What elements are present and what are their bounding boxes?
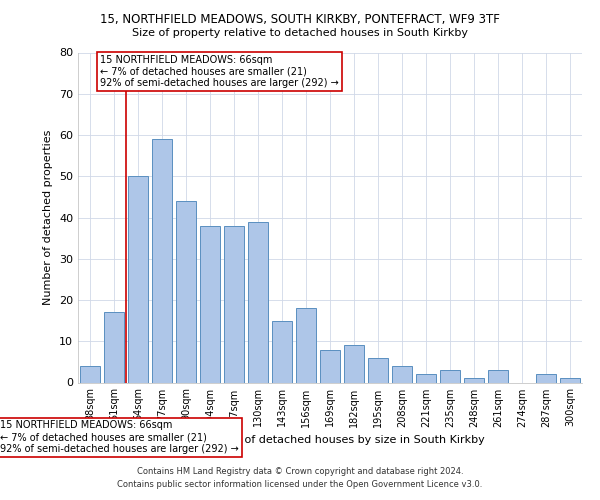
Text: 15 NORTHFIELD MEADOWS: 66sqm
← 7% of detached houses are smaller (21)
92% of sem: 15 NORTHFIELD MEADOWS: 66sqm ← 7% of det… (100, 54, 339, 88)
Bar (80, 366, 100, 382)
Bar (344, 346, 364, 383)
Text: Contains public sector information licensed under the Open Government Licence v3: Contains public sector information licen… (118, 480, 482, 489)
Bar (488, 370, 508, 382)
Bar (272, 320, 292, 382)
Text: Contains HM Land Registry data © Crown copyright and database right 2024.: Contains HM Land Registry data © Crown c… (137, 467, 463, 476)
Bar (440, 370, 460, 382)
Text: 15 NORTHFIELD MEADOWS: 66sqm
← 7% of detached houses are smaller (21)
92% of sem: 15 NORTHFIELD MEADOWS: 66sqm ← 7% of det… (1, 420, 239, 454)
Bar (560, 378, 580, 382)
Text: Size of property relative to detached houses in South Kirkby: Size of property relative to detached ho… (132, 28, 468, 38)
Bar (200, 226, 220, 382)
Bar (392, 366, 412, 382)
Bar (368, 358, 388, 382)
Bar (224, 226, 244, 382)
Bar (152, 139, 172, 382)
Text: 15, NORTHFIELD MEADOWS, SOUTH KIRKBY, PONTEFRACT, WF9 3TF: 15, NORTHFIELD MEADOWS, SOUTH KIRKBY, PO… (100, 12, 500, 26)
Bar (320, 350, 340, 382)
X-axis label: Distribution of detached houses by size in South Kirkby: Distribution of detached houses by size … (176, 435, 484, 445)
Bar (176, 201, 196, 382)
Bar (536, 374, 556, 382)
Bar (416, 374, 436, 382)
Bar (296, 308, 316, 382)
Bar (128, 176, 148, 382)
Y-axis label: Number of detached properties: Number of detached properties (43, 130, 53, 305)
Bar (248, 222, 268, 382)
Bar (464, 378, 484, 382)
Bar (104, 312, 124, 382)
